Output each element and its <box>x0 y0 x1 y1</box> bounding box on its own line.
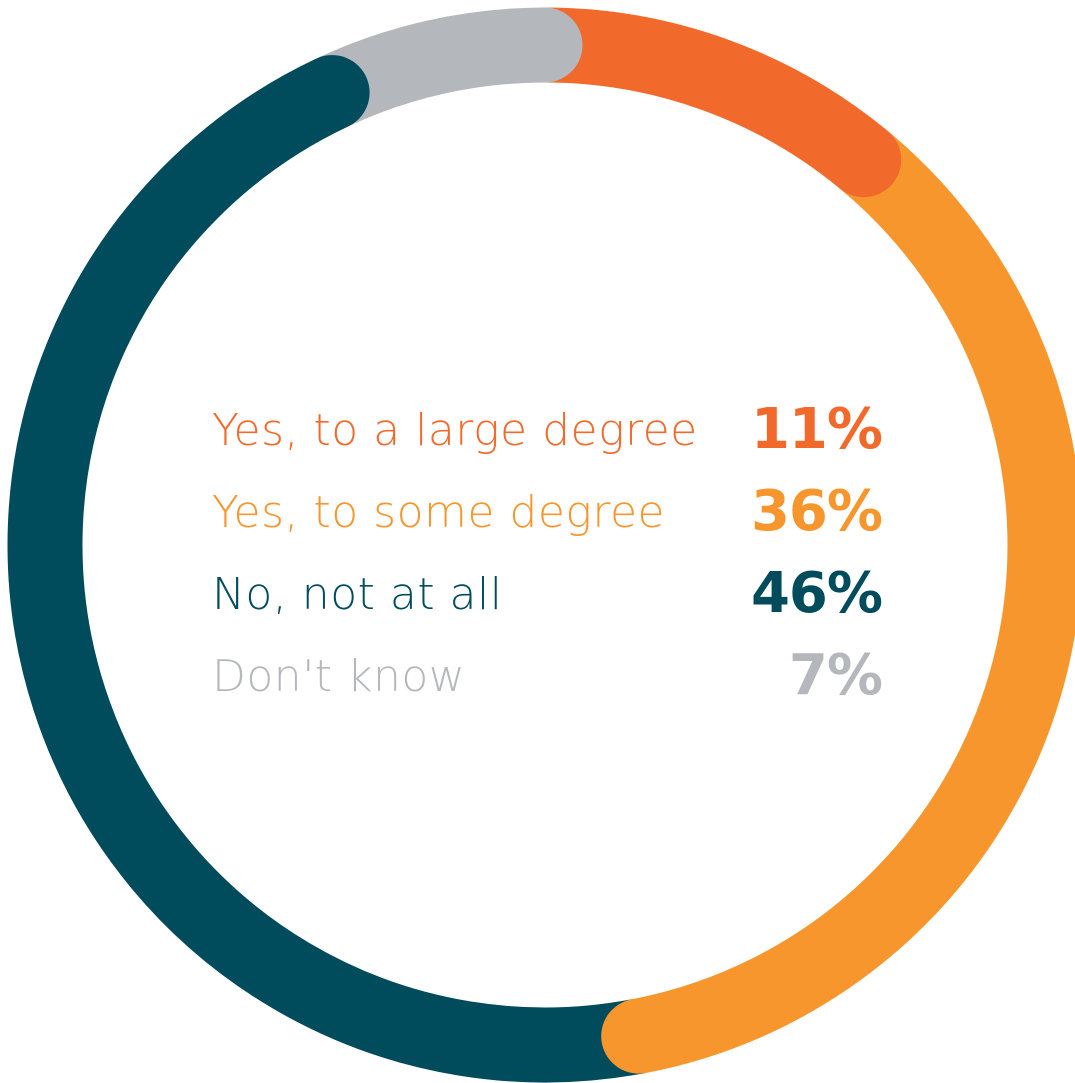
legend-row-yes-large: Yes, to a large degree 11% <box>212 395 883 477</box>
data-label-yes-large: 11% <box>750 397 883 462</box>
legend-label-yes-some: Yes, to some degree <box>212 487 666 538</box>
legend-label-no: No, not at all <box>212 569 503 620</box>
donut-segment-cap-yes-some <box>601 998 677 1074</box>
donut-segment-yes-large <box>544 7 888 189</box>
donut-segments <box>7 7 1075 1083</box>
donut-segment-cap-dont-know <box>507 7 583 83</box>
data-label-no: 46% <box>750 561 883 626</box>
legend-label-dont-know: Don't know <box>212 651 466 702</box>
donut-segment-cap-no <box>294 55 370 131</box>
data-label-yes-some: 36% <box>750 479 883 544</box>
donut-segment-no <box>7 58 646 1083</box>
chart-legend: Yes, to a large degree 11% Yes, to some … <box>212 395 883 723</box>
data-label-dont-know: 7% <box>788 643 883 708</box>
donut-segment-yes-some <box>631 130 1075 1073</box>
legend-row-no: No, not at all 46% <box>212 559 883 641</box>
legend-row-dont-know: Don't know 7% <box>212 641 883 723</box>
legend-row-yes-some: Yes, to some degree 36% <box>212 477 883 559</box>
donut-segment-cap-yes-large <box>826 122 902 198</box>
legend-label-yes-large: Yes, to a large degree <box>212 405 698 456</box>
